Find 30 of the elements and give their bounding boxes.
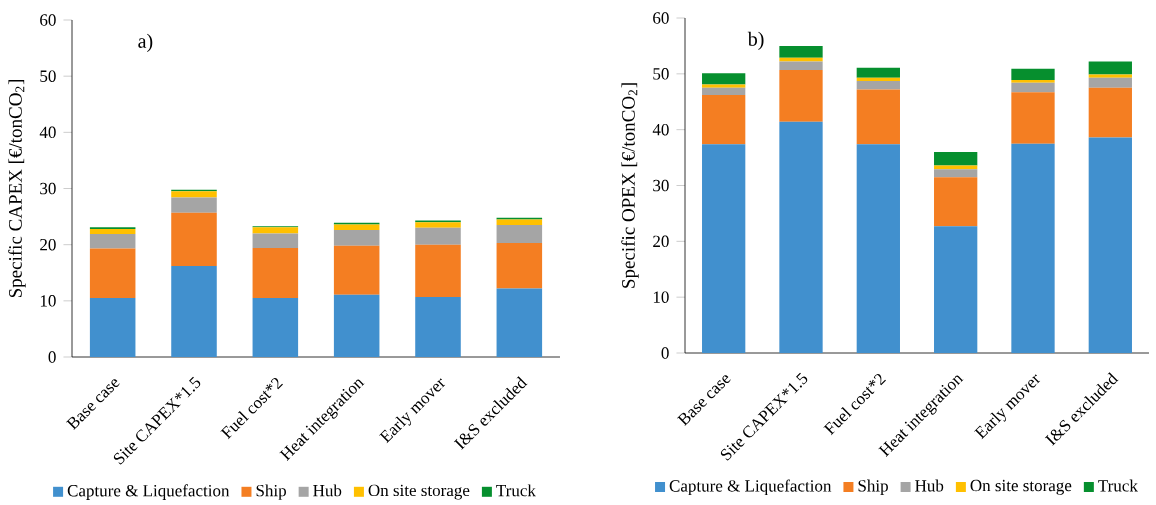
y-tick-label: 50 [653,68,669,80]
annotation: a) [138,33,153,52]
y-axis-title: Specific OPEX [€/tonCO$_{2}$] [621,83,639,288]
legend-label: Hub [313,484,342,497]
legend-label: On site storage [368,484,470,500]
y-tick-label: 40 [652,123,669,136]
legend-label: Ship [256,484,286,500]
y-tick-label: 0 [48,351,56,363]
legend-label: Truck [1098,479,1138,492]
y-tick-label: 10 [40,295,56,307]
legend-label: On site storage [970,479,1072,495]
x-tick-label: Base case [65,379,120,431]
y-tick-label: 20 [40,238,56,251]
y-tick-label: 50 [40,70,56,82]
y-tick-label: 30 [40,182,56,195]
y-tick-label: 10 [653,291,669,303]
y-tick-label: 60 [40,14,56,26]
annotation: b) [747,31,764,50]
legend-label: Capture & Liquefaction [67,484,230,500]
y-tick-label: 0 [661,347,669,359]
y-tick-label: 60 [653,12,669,24]
legend-label: Hub [915,479,944,492]
legend-label: Capture & Liquefaction [669,479,832,496]
y-tick-label: 40 [39,126,56,139]
y-axis-title: Specific CAPEX [€/tonCO$_{2}$] [8,80,26,298]
y-tick-label: 30 [653,179,669,192]
x-tick-label: Base case [676,375,731,427]
legend-label: Truck [496,484,536,497]
legend-label: Ship [858,479,888,495]
y-tick-label: 20 [653,235,669,248]
